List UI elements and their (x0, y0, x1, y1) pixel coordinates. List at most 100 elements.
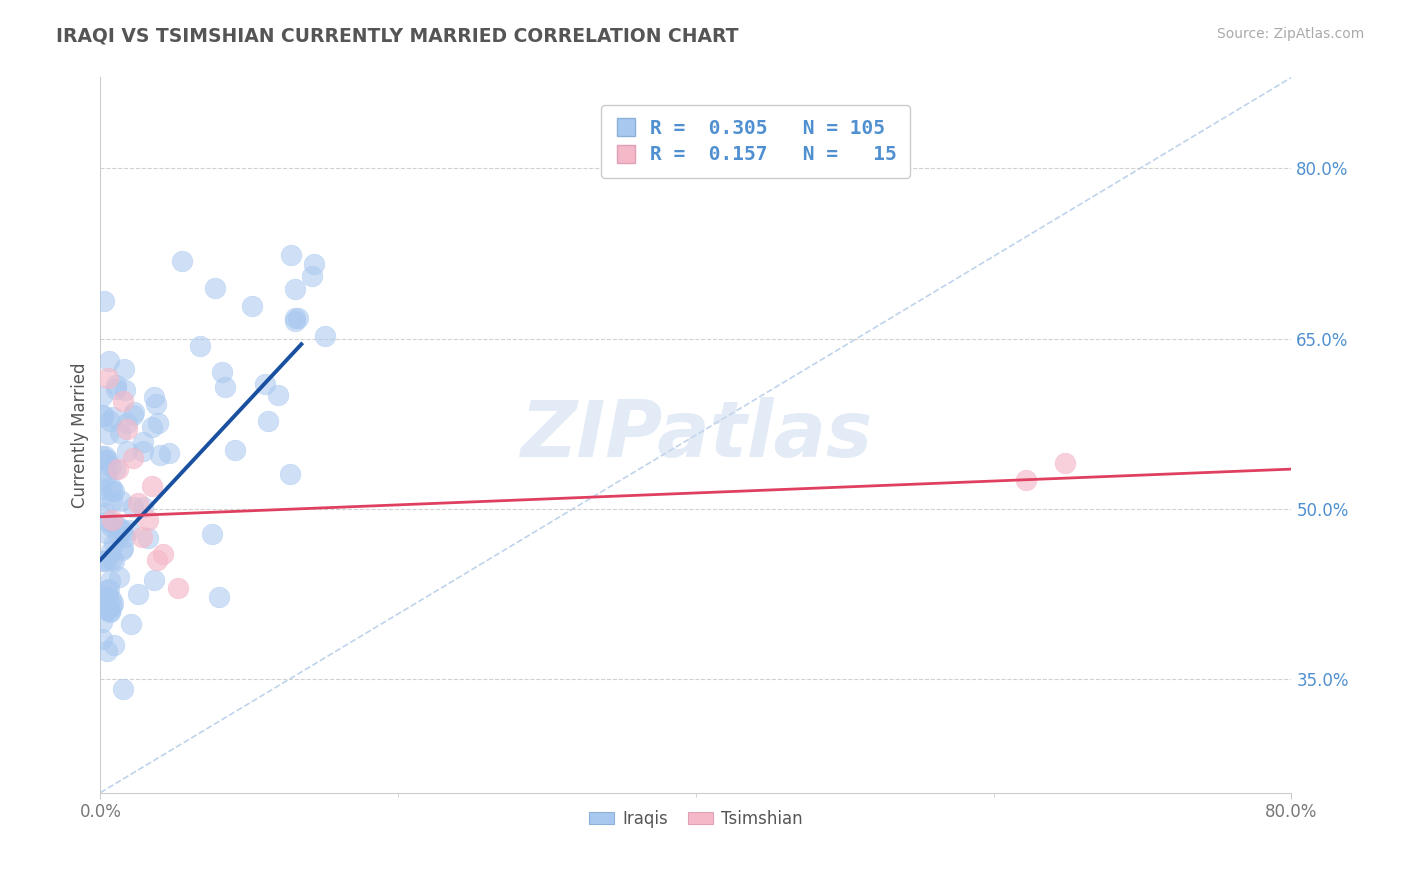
Point (143, 390, 166, 404)
Point (90, 632, 112, 646)
Point (111, 394, 134, 409)
Point (122, 404, 145, 418)
Point (114, 383, 136, 397)
Point (148, 416, 170, 430)
Point (90, 490, 112, 504)
Point (111, 543, 134, 558)
Point (105, 382, 128, 396)
Point (90, 389, 112, 403)
Point (146, 553, 169, 567)
Point (94, 449, 117, 463)
Point (98, 414, 121, 428)
Point (96, 469, 118, 483)
Point (97, 427, 120, 442)
Point (103, 554, 125, 568)
Point (96, 553, 118, 567)
Point (107, 462, 129, 476)
Point (122, 450, 145, 465)
Point (97, 582, 120, 596)
Text: IRAQI VS TSIMSHIAN CURRENTLY MARRIED CORRELATION CHART: IRAQI VS TSIMSHIAN CURRENTLY MARRIED COR… (56, 27, 738, 45)
Point (114, 361, 136, 376)
Point (253, 377, 276, 392)
Point (91, 615, 114, 629)
Point (1054, 457, 1077, 471)
Point (166, 582, 188, 596)
Point (121, 500, 143, 515)
Point (131, 530, 153, 544)
Point (110, 522, 132, 536)
Point (100, 551, 122, 566)
Point (93, 294, 115, 309)
Point (201, 527, 224, 541)
Point (100, 599, 122, 613)
Point (93, 507, 115, 521)
Point (94, 452, 117, 467)
Point (1015, 474, 1038, 488)
Point (97, 602, 120, 616)
Point (149, 448, 172, 462)
Y-axis label: Currently Married: Currently Married (72, 362, 89, 508)
Point (188, 339, 211, 353)
Point (141, 479, 163, 493)
Point (145, 397, 167, 411)
Point (208, 591, 231, 605)
Point (112, 682, 135, 697)
Point (100, 591, 122, 606)
Point (314, 329, 336, 343)
Point (224, 442, 246, 457)
Point (172, 254, 194, 268)
Point (97, 591, 120, 605)
Point (257, 414, 280, 428)
Point (141, 420, 163, 434)
Point (90, 482, 112, 496)
Point (101, 410, 124, 425)
Point (136, 513, 159, 527)
Point (94, 465, 117, 479)
Point (204, 280, 226, 294)
Point (211, 365, 233, 379)
Point (101, 494, 124, 508)
Point (90, 554, 112, 568)
Point (115, 422, 138, 436)
Point (280, 248, 302, 262)
Point (114, 530, 136, 544)
Point (127, 587, 149, 601)
Point (96, 603, 118, 617)
Point (301, 268, 323, 283)
Point (100, 519, 122, 533)
Point (107, 528, 129, 542)
Point (100, 480, 122, 494)
Point (91, 409, 114, 423)
Point (122, 408, 145, 422)
Text: ZIPatlas: ZIPatlas (520, 397, 872, 473)
Point (136, 531, 159, 545)
Point (104, 377, 127, 392)
Point (284, 282, 307, 296)
Point (108, 570, 131, 584)
Point (284, 314, 307, 328)
Point (96, 582, 118, 597)
Point (132, 435, 155, 450)
Point (121, 617, 143, 632)
Legend: Iraqis, Tsimshian: Iraqis, Tsimshian (582, 803, 810, 834)
Point (105, 519, 128, 533)
Point (142, 573, 165, 587)
Text: Source: ZipAtlas.com: Source: ZipAtlas.com (1216, 27, 1364, 41)
Point (91, 409, 114, 423)
Point (100, 458, 122, 473)
Point (91, 589, 114, 603)
Point (157, 446, 180, 460)
Point (127, 496, 149, 510)
Point (132, 443, 155, 458)
Point (111, 524, 134, 538)
Point (97, 371, 120, 385)
Point (103, 483, 125, 498)
Point (110, 494, 132, 508)
Point (100, 544, 122, 558)
Point (98, 604, 121, 618)
Point (115, 416, 138, 430)
Point (103, 462, 125, 476)
Point (108, 426, 131, 441)
Point (101, 516, 124, 531)
Point (90, 449, 112, 463)
